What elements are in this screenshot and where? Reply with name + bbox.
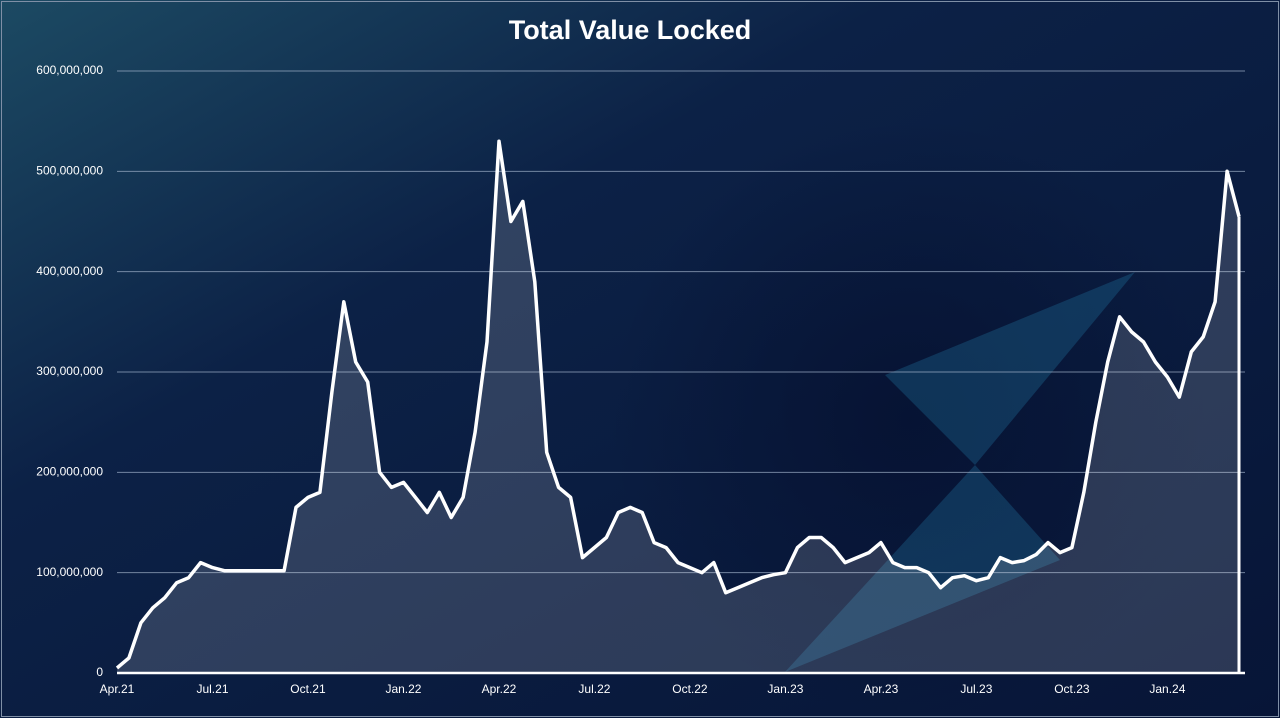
x-tick-label: Apr.23	[864, 682, 899, 696]
decor-shape	[885, 272, 1135, 465]
y-tick-label: 300,000,000	[36, 364, 103, 378]
y-tick-label: 100,000,000	[36, 565, 103, 579]
y-tick-label: 200,000,000	[36, 465, 103, 479]
x-tick-label: Apr.21	[100, 682, 135, 696]
decor-circle	[610, 120, 1210, 718]
y-tick-label: 0	[96, 665, 103, 679]
x-tick-label: Jan.23	[767, 682, 803, 696]
x-tick-label: Jul.23	[960, 682, 992, 696]
y-tick-label: 400,000,000	[36, 264, 103, 278]
x-tick-label: Oct.22	[672, 682, 708, 696]
x-tick-label: Oct.21	[290, 682, 326, 696]
x-tick-label: Apr.22	[482, 682, 517, 696]
x-tick-label: Jul.22	[578, 682, 610, 696]
chart-title: Total Value Locked	[509, 15, 752, 45]
line	[115, 139, 1241, 670]
x-tick-label: Oct.23	[1054, 682, 1090, 696]
y-tick-label: 600,000,000	[36, 63, 103, 77]
x-tick-label: Jan.22	[385, 682, 421, 696]
area	[117, 141, 1239, 673]
y-tick-label: 500,000,000	[36, 164, 103, 178]
x-tick-label: Jan.24	[1149, 682, 1185, 696]
x-tick-label: Jul.21	[196, 682, 228, 696]
